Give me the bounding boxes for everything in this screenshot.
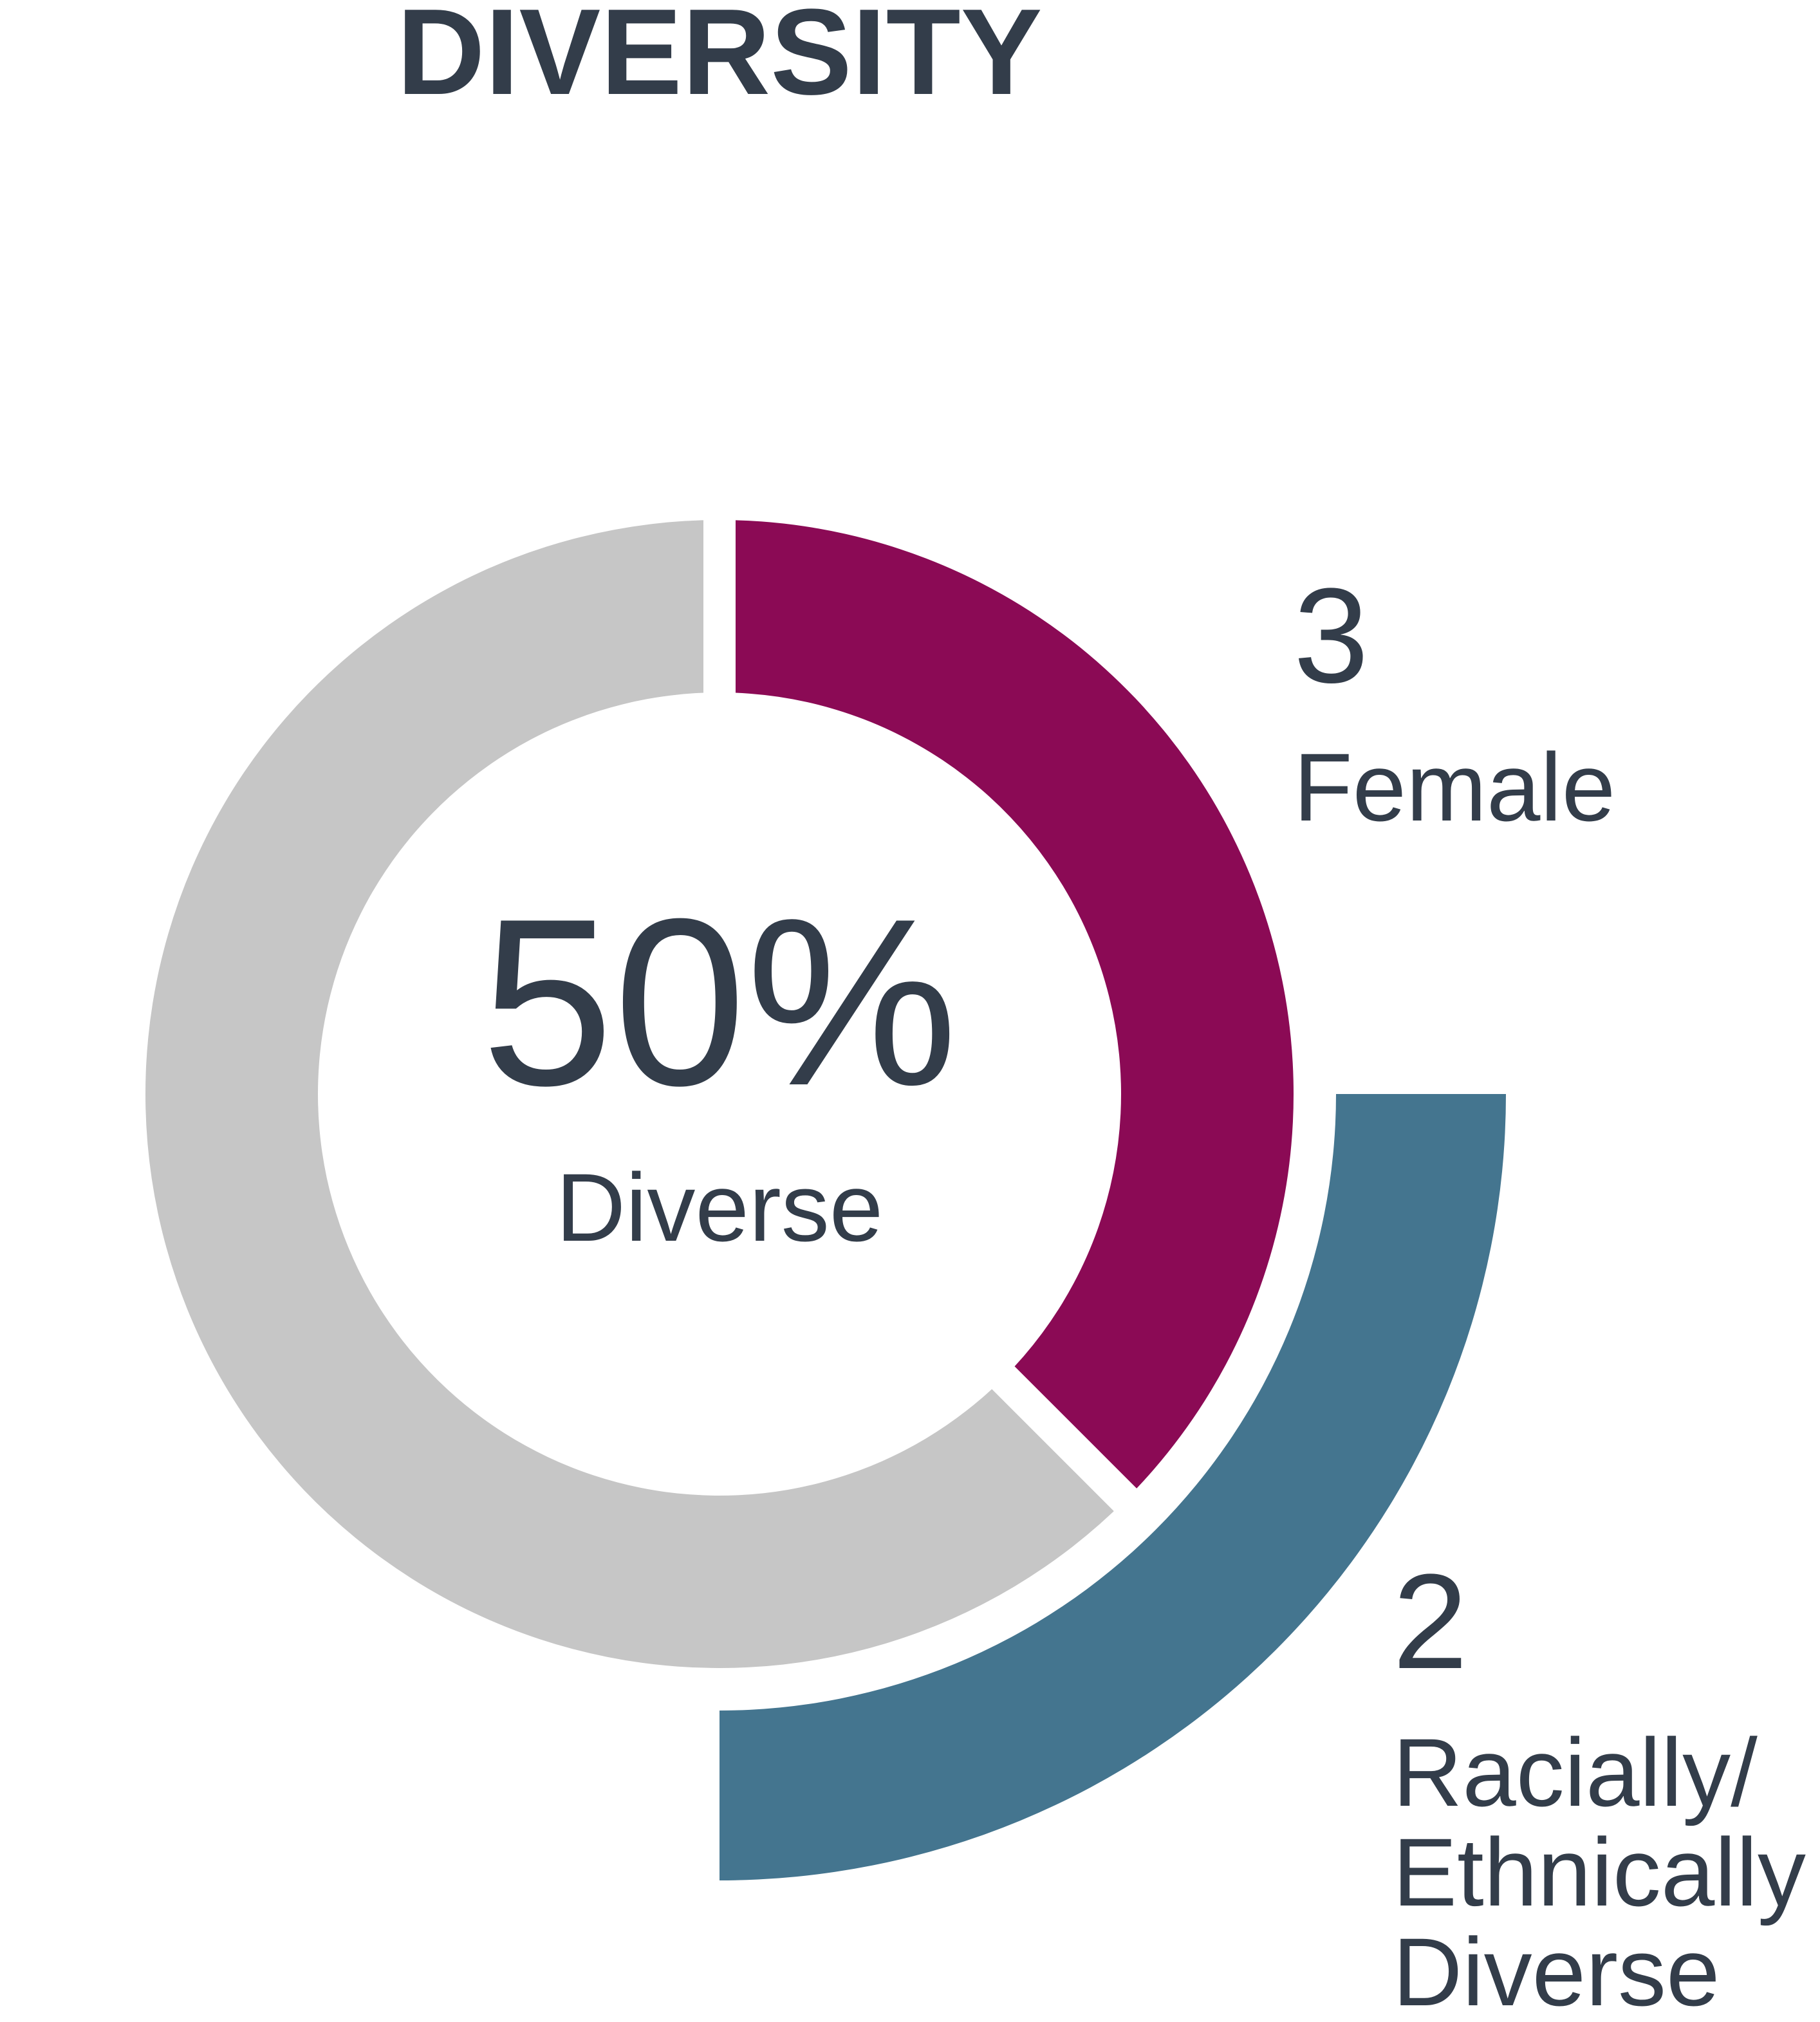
segment-gap [987,1362,1142,1516]
category-label: Racially/Ethnically Diverse [1393,1718,1806,2022]
label-line: Diverse [1393,1918,1720,2022]
value-label: 3 [1294,560,1369,711]
label-line: Ethnically [1393,1818,1806,1926]
ring-segment [720,1094,1506,1880]
label-line: Female [1294,733,1615,841]
category-label: Female [1294,733,1615,841]
center-value: 50% [481,869,958,1135]
value-label: 2 [1393,1546,1468,1697]
label-line: Racially/ [1393,1718,1758,1826]
ring-segment [720,520,1294,1500]
rings [145,514,1506,1880]
ring-segment [145,520,1126,1668]
chart-title: DIVERSITY [397,0,1043,120]
center-label: Diverse [556,1153,883,1261]
